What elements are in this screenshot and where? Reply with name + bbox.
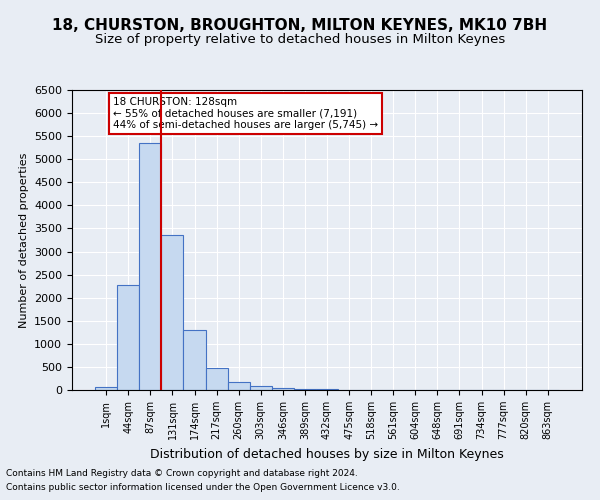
Bar <box>227 382 250 390</box>
Bar <box>250 386 272 390</box>
Text: 18 CHURSTON: 128sqm
← 55% of detached houses are smaller (7,191)
44% of semi-det: 18 CHURSTON: 128sqm ← 55% of detached ho… <box>113 97 378 130</box>
Bar <box>95 387 117 390</box>
Bar <box>184 330 206 390</box>
Y-axis label: Number of detached properties: Number of detached properties <box>19 152 29 328</box>
Bar <box>161 235 184 390</box>
Text: Size of property relative to detached houses in Milton Keynes: Size of property relative to detached ho… <box>95 32 505 46</box>
Bar <box>139 142 161 390</box>
Text: Contains public sector information licensed under the Open Government Licence v3: Contains public sector information licen… <box>6 484 400 492</box>
Bar <box>117 285 139 390</box>
Bar <box>294 388 316 390</box>
Bar <box>206 368 227 390</box>
Text: 18, CHURSTON, BROUGHTON, MILTON KEYNES, MK10 7BH: 18, CHURSTON, BROUGHTON, MILTON KEYNES, … <box>52 18 548 32</box>
Text: Contains HM Land Registry data © Crown copyright and database right 2024.: Contains HM Land Registry data © Crown c… <box>6 468 358 477</box>
Bar <box>272 388 294 390</box>
X-axis label: Distribution of detached houses by size in Milton Keynes: Distribution of detached houses by size … <box>150 448 504 460</box>
